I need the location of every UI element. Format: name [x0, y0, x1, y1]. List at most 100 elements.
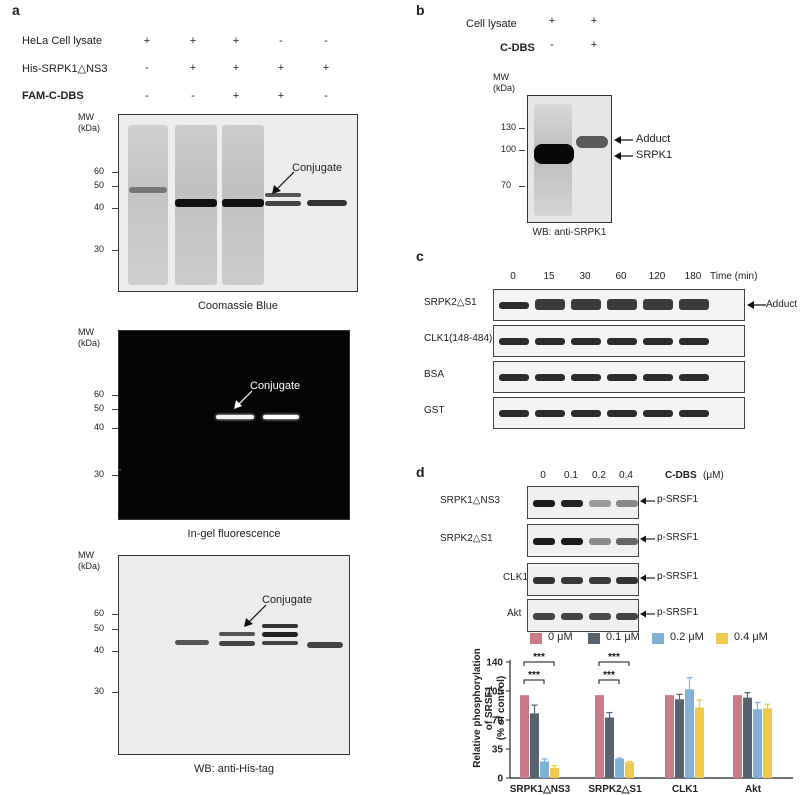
condition-sign: +	[322, 62, 330, 74]
bar	[530, 713, 539, 778]
his-tag-caption: WB: anti-His-tag	[193, 763, 275, 775]
bar	[625, 762, 634, 778]
bar	[763, 708, 772, 778]
y-tick-label: 0	[497, 774, 503, 785]
condition-sign: +	[277, 62, 285, 74]
mw-marker-30: 30	[94, 469, 105, 479]
mw-tick	[112, 614, 118, 615]
mw-marker-50: 50	[94, 180, 105, 190]
mw-tick	[519, 150, 525, 151]
coomassie-conjugate-arrow	[272, 171, 295, 194]
c-blot-strip	[493, 361, 745, 393]
p-srsf1-arrow	[640, 574, 655, 582]
c-blot-strip	[493, 289, 745, 321]
fluor-conjugate-arrow	[234, 390, 253, 409]
bar	[743, 697, 752, 778]
d-band	[616, 538, 638, 545]
his-lane-2-band	[175, 640, 209, 645]
y-tick-label: 70	[492, 716, 504, 727]
mw-tick	[519, 128, 525, 129]
b-condition-sign: +	[590, 39, 598, 51]
lane-3-band	[222, 199, 264, 207]
conc-0.2: 0.2	[592, 470, 606, 481]
adduct-label: Adduct	[636, 133, 671, 145]
c-band	[643, 338, 673, 345]
condition-sign: +	[143, 35, 151, 47]
d-band	[589, 577, 611, 584]
b-condition-sign: -	[550, 39, 554, 51]
c-band	[571, 374, 601, 381]
b-condition-name-0: Cell lysate	[466, 18, 517, 30]
p-srsf1-label: p-SRSF1	[657, 571, 699, 582]
drug-label: C-DBS	[665, 470, 697, 481]
his-lane-3-band-lower	[219, 641, 255, 646]
y-tick-label: 105	[486, 687, 503, 698]
d-band	[616, 613, 638, 620]
panel-c-adduct-arrow	[747, 301, 766, 309]
c-row-label-2: BSA	[424, 369, 445, 380]
c-row-label-3: GST	[424, 405, 445, 416]
lane-1-smear	[128, 125, 168, 285]
conc-0.4: 0.4	[619, 470, 633, 481]
d-band	[533, 500, 555, 507]
panel-b-mw-label: MW (kDa)	[493, 72, 515, 94]
time-point-0: 0	[510, 271, 516, 282]
c-row-label-1: CLK1(148-484)	[424, 333, 493, 344]
panel-d-label: d	[416, 464, 425, 480]
c-band	[679, 410, 709, 417]
mw-marker-40: 40	[94, 202, 105, 212]
bar	[540, 761, 549, 778]
c-band	[535, 374, 565, 381]
c-band	[499, 410, 529, 417]
srpk1-arrow	[614, 152, 633, 160]
unit-label: (μM)	[703, 470, 724, 481]
condition-sign: -	[324, 35, 328, 47]
kda-text: (kDa)	[78, 338, 100, 348]
time-point-15: 15	[543, 271, 555, 282]
time-axis-label: Time (min)	[710, 271, 758, 282]
bar	[595, 695, 604, 778]
mw-tick	[519, 186, 525, 187]
c-band	[643, 299, 673, 310]
fluorescence-gel	[118, 330, 350, 520]
condition-name-0: HeLa Cell lysate	[22, 35, 103, 47]
c-band	[571, 299, 601, 310]
c-blot-strip	[493, 397, 745, 429]
legend-label-0: 0 μM	[548, 631, 573, 643]
mw-tick	[112, 395, 118, 396]
his-lane-4-band-low	[262, 641, 298, 645]
bar-chart: 0 35 70 105 140 SRPK1△NS3 SRPK2△S1 CLK1 Akt *** **…	[486, 652, 793, 795]
his-lane-5-band	[307, 642, 343, 648]
mw-tick	[112, 629, 118, 630]
lane-4-band-upper	[265, 193, 301, 197]
mw-tick	[112, 692, 118, 693]
mw-marker-60: 60	[94, 389, 105, 399]
lane-1-band	[129, 187, 167, 193]
his-conjugate-arrow	[244, 604, 267, 627]
conc-0: 0	[540, 470, 546, 481]
d-band	[589, 538, 611, 545]
p-srsf1-label: p-SRSF1	[657, 532, 699, 543]
condition-sign: -	[191, 90, 195, 102]
mw-tick	[112, 428, 118, 429]
significance-bracket	[598, 661, 630, 666]
d-band	[561, 500, 583, 507]
mw-marker-30: 30	[94, 244, 105, 254]
x-tick-label: SRPK2△S1	[588, 784, 642, 795]
c-row-label-0: SRPK2△S1	[424, 297, 477, 308]
condition-sign: -	[279, 35, 283, 47]
mw-tick	[112, 208, 118, 209]
adduct-arrow	[614, 136, 633, 144]
bar	[550, 768, 559, 778]
y-tick-label: 35	[492, 745, 504, 756]
d-row-label-3: Akt	[507, 608, 522, 619]
mw-marker-100: 100	[501, 144, 517, 154]
coomassie-conjugate-label: Conjugate	[292, 162, 343, 174]
x-tick-label: Akt	[745, 784, 762, 795]
kda-text: (kDa)	[78, 123, 100, 133]
condition-sign: +	[189, 62, 197, 74]
bar	[675, 699, 684, 778]
coomassie-mw-label: MW (kDa)	[78, 112, 100, 134]
fluor-lane-3-band	[216, 415, 254, 419]
mw-marker-40: 40	[94, 422, 105, 432]
